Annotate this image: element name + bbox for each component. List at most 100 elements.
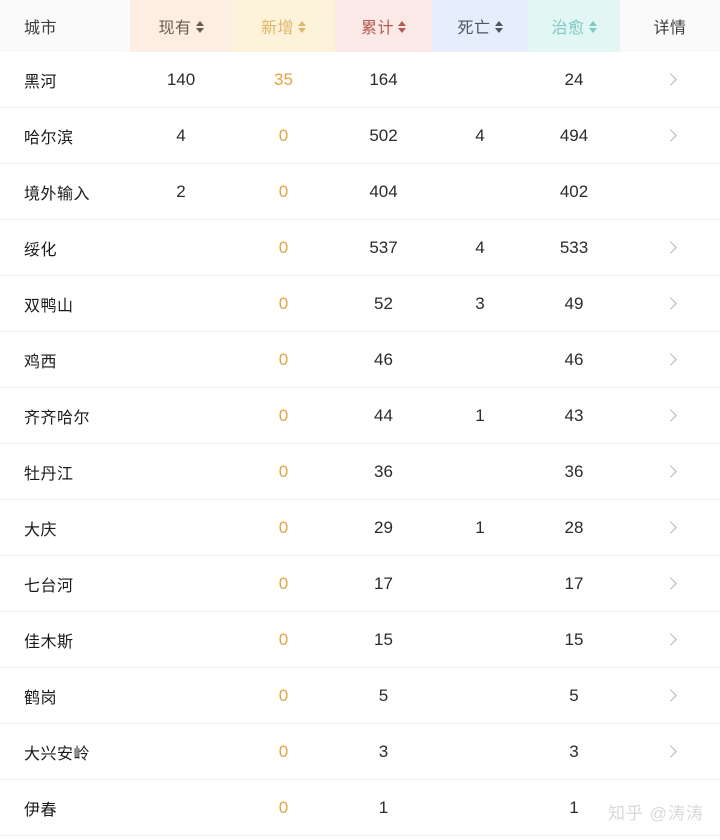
cell-cure: 24 <box>564 69 584 89</box>
cell-newly: 0 <box>278 741 289 761</box>
table-row[interactable]: 伊春 0 1 1 <box>0 780 720 836</box>
cell-city: 双鸭山 <box>24 297 74 315</box>
column-header-newly-label: 新增 <box>260 20 294 37</box>
cell-newly: 0 <box>278 293 289 313</box>
table-row[interactable]: 绥化 0 537 4 533 <box>0 220 720 276</box>
column-header-newly[interactable]: 新增 <box>232 0 335 52</box>
chevron-right-icon[interactable] <box>663 73 677 86</box>
table-row[interactable]: 牡丹江 0 36 36 <box>0 444 720 500</box>
column-header-city[interactable]: 城市 <box>0 0 130 52</box>
table-row[interactable]: 大庆 0 29 1 28 <box>0 500 720 556</box>
cell-city: 七台河 <box>24 577 74 595</box>
column-header-cure-label: 治愈 <box>551 20 585 37</box>
cell-total: 404 <box>369 181 398 201</box>
cell-cure: 43 <box>564 405 584 425</box>
cell-newly: 0 <box>278 573 289 593</box>
table-row[interactable]: 七台河 0 17 17 <box>0 556 720 612</box>
cell-total: 3 <box>378 741 389 761</box>
detail-link[interactable] <box>620 556 720 611</box>
cell-current: 140 <box>166 69 196 89</box>
table-row[interactable]: 双鸭山 0 52 3 49 <box>0 276 720 332</box>
table-row[interactable]: 鸡西 0 46 46 <box>0 332 720 388</box>
sort-arrows-icon[interactable] <box>398 21 406 33</box>
column-header-total-label: 累计 <box>360 20 394 37</box>
detail-link[interactable] <box>620 444 720 499</box>
cell-total: 1 <box>378 797 389 817</box>
detail-link[interactable] <box>620 612 720 667</box>
chevron-right-icon[interactable] <box>663 241 677 254</box>
column-header-detail-label: 详情 <box>653 20 687 37</box>
cell-current: 4 <box>176 125 186 145</box>
chevron-right-icon[interactable] <box>663 465 677 478</box>
cell-city: 佳木斯 <box>24 633 74 651</box>
cell-city: 伊春 <box>24 801 58 819</box>
cell-current: 2 <box>176 181 186 201</box>
detail-link[interactable] <box>620 724 720 779</box>
cell-death <box>432 556 528 611</box>
cell-cure: 15 <box>564 629 584 649</box>
column-header-death[interactable]: 死亡 <box>432 0 528 52</box>
cell-cure: 36 <box>564 461 584 481</box>
cell-death <box>432 780 528 835</box>
table-row[interactable]: 大兴安岭 0 3 3 <box>0 724 720 780</box>
column-header-cure[interactable]: 治愈 <box>528 0 620 52</box>
chevron-right-icon[interactable] <box>663 297 677 310</box>
cell-current <box>130 780 232 835</box>
cell-death: 3 <box>475 293 485 313</box>
table-row[interactable]: 佳木斯 0 15 15 <box>0 612 720 668</box>
detail-link[interactable] <box>620 668 720 723</box>
cell-death <box>432 612 528 667</box>
cell-death <box>432 332 528 387</box>
detail-link[interactable] <box>620 220 720 275</box>
detail-link[interactable] <box>620 108 720 163</box>
cell-newly: 0 <box>278 237 289 257</box>
cell-total: 15 <box>374 629 393 649</box>
cell-city: 大庆 <box>24 521 58 539</box>
cell-death <box>432 444 528 499</box>
chevron-right-icon[interactable] <box>663 745 677 758</box>
sort-arrows-icon[interactable] <box>588 21 597 33</box>
cell-newly: 0 <box>278 685 289 705</box>
detail-link[interactable] <box>620 332 720 387</box>
chevron-right-icon[interactable] <box>663 353 677 366</box>
cell-newly: 0 <box>278 797 289 817</box>
cell-city: 黑河 <box>24 73 58 91</box>
table-row[interactable]: 鹤岗 0 5 5 <box>0 668 720 724</box>
cell-total: 52 <box>374 293 393 313</box>
detail-link[interactable] <box>620 276 720 331</box>
detail-link <box>620 780 720 835</box>
column-header-detail: 详情 <box>620 0 720 52</box>
sort-arrows-icon[interactable] <box>494 21 503 33</box>
cell-current <box>130 556 232 611</box>
chevron-right-icon[interactable] <box>663 633 677 646</box>
column-header-current[interactable]: 现有 <box>130 0 232 52</box>
cell-total: 5 <box>378 685 389 705</box>
cell-death: 4 <box>475 125 485 145</box>
detail-link[interactable] <box>620 388 720 443</box>
column-header-total[interactable]: 累计 <box>335 0 432 52</box>
cell-newly: 0 <box>278 349 289 369</box>
cell-death: 1 <box>475 517 485 537</box>
cell-cure: 17 <box>564 573 584 593</box>
chevron-right-icon[interactable] <box>663 689 677 702</box>
chevron-right-icon[interactable] <box>663 409 677 422</box>
chevron-right-icon[interactable] <box>663 577 677 590</box>
detail-link[interactable] <box>620 52 720 107</box>
detail-link[interactable] <box>620 500 720 555</box>
table-row[interactable]: 齐齐哈尔 0 44 1 43 <box>0 388 720 444</box>
sort-arrows-icon[interactable] <box>298 21 306 33</box>
cell-total: 36 <box>374 461 393 481</box>
cell-death: 1 <box>475 405 485 425</box>
sort-arrows-icon[interactable] <box>195 21 204 33</box>
table-row[interactable]: 黑河 140 35 164 24 <box>0 52 720 108</box>
cell-total: 17 <box>374 573 393 593</box>
cell-current <box>130 276 232 331</box>
table-row[interactable]: 境外输入 2 0 404 402 <box>0 164 720 220</box>
cell-city: 牡丹江 <box>24 465 74 483</box>
table-row[interactable]: 哈尔滨 4 0 502 4 494 <box>0 108 720 164</box>
cell-current <box>130 444 232 499</box>
chevron-right-icon[interactable] <box>663 129 677 142</box>
cell-total: 502 <box>369 125 398 145</box>
cell-city: 大兴安岭 <box>24 745 91 763</box>
chevron-right-icon[interactable] <box>663 521 677 534</box>
